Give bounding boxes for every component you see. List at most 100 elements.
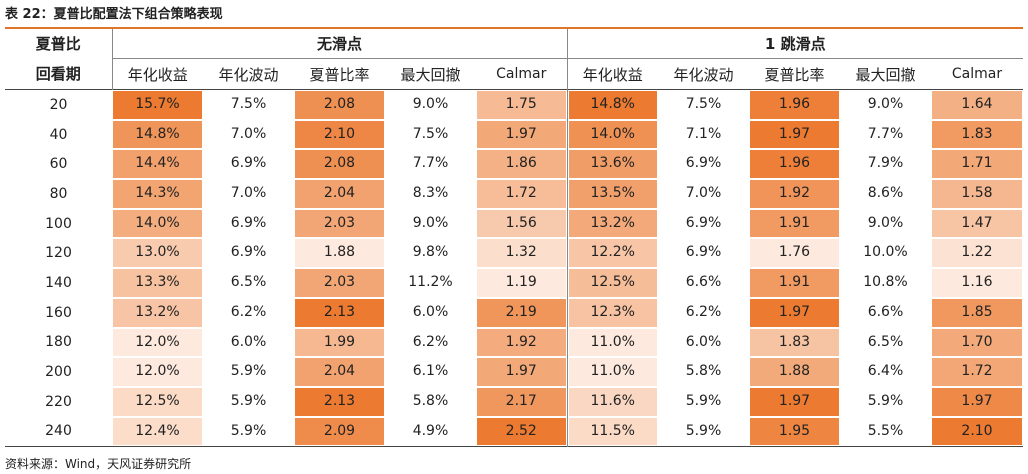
value-cell: 1.92 [476,328,567,358]
lookback-period-cell: 160 [45,304,72,321]
group-header-no-slippage: 无滑点 [111,29,567,59]
value-text: 5.5% [867,422,904,439]
value-cell: 12.0% [112,328,203,358]
value-text: 7.5% [230,96,267,112]
source-note: 资料来源：Wind，天风证券研究所 [5,457,192,471]
value-cell: 10.8% [840,268,931,298]
value-cell: 1.64 [931,90,1023,120]
value-text: 1.96 [750,91,839,119]
value-cell: 1.92 [749,179,840,209]
value-cell: 1.97 [931,387,1023,417]
value-text: 14.4% [113,150,202,179]
table-row: 100 14.0% 6.9% 2.03 9.0% 1.56 13.2% 6.9% 1.91 9.0… [5,208,1023,239]
value-text: 1.97 [932,387,1022,416]
value-cell: 2.13 [294,298,385,328]
value-text: 1.97 [750,387,839,416]
value-text: 1.97 [750,120,839,149]
value-text: 7.7% [867,125,904,142]
value-cell: 1.75 [476,90,567,120]
top-rule [5,27,1023,29]
value-text: 1.97 [477,358,566,386]
value-text: 13.2% [568,209,657,238]
value-text: 5.8% [685,363,722,380]
value-text: 2.03 [295,269,384,297]
value-text: 2.17 [477,387,566,416]
value-text: 1.32 [477,239,566,268]
value-cell: 1.22 [931,238,1023,268]
value-text: 6.0% [230,333,267,350]
value-text: 2.04 [295,180,384,208]
value-text: 9.0% [867,96,904,112]
lookback-period-cell: 20 [49,96,68,113]
value-cell: 1.91 [749,268,840,298]
col-header: 最大回撤 [855,65,916,84]
table-row: 80 14.3% 7.0% 2.04 8.3% 1.72 13.5% 7.0% 1.92 8.6%… [5,179,1023,209]
value-cell: 2.08 [294,149,385,179]
value-cell: 6.2% [658,298,749,328]
value-text: 5.9% [230,363,267,380]
value-cell: 7.0% [658,179,749,209]
value-cell: 13.0% [112,238,203,268]
value-cell: 8.3% [385,179,476,209]
value-cell: 1.97 [476,357,567,387]
value-cell: 12.3% [566,297,658,328]
value-cell: 5.9% [203,387,294,417]
value-text: 9.0% [867,214,904,231]
header-row-columns: 回看期 年化收益 年化波动 夏普比率 最大回撤 Calmar 年化收益 年化波动… [5,58,1023,90]
value-cell: 1.72 [476,179,567,209]
value-cell: 1.97 [749,387,840,417]
col-header: 最大回撤 [400,65,461,84]
value-text: 1.96 [750,150,839,179]
value-text: 2.52 [477,417,566,446]
value-text: 13.6% [568,150,657,179]
value-text: 2.13 [295,387,384,416]
col-header: 夏普比率 [309,65,370,84]
value-cell: 14.0% [112,209,203,239]
value-text: 1.88 [295,239,384,268]
value-cell: 2.17 [476,387,567,417]
value-text: 14.3% [113,180,202,208]
value-cell: 6.0% [658,328,749,358]
value-cell: 6.2% [203,298,294,328]
value-text: 6.2% [230,303,267,320]
value-text: 1.88 [750,358,839,386]
col-header: 年化收益 [111,58,203,90]
value-cell: 6.9% [203,149,294,179]
value-cell: 7.1% [658,120,749,150]
value-cell: 1.85 [931,298,1023,328]
value-text: 2.08 [295,150,384,179]
value-cell: 13.3% [112,268,203,298]
value-text: 13.3% [113,269,202,297]
value-cell: 1.83 [931,120,1023,150]
value-cell: 12.0% [112,357,203,387]
value-cell: 1.97 [476,120,567,150]
value-text: 7.9% [867,155,904,172]
lookback-period-cell: 220 [45,393,72,410]
value-text: 6.0% [412,303,449,320]
lookback-period-cell: 100 [45,215,72,232]
value-text: 9.0% [412,214,449,231]
value-cell: 6.9% [658,209,749,239]
value-cell: 4.9% [385,417,476,447]
value-cell: 7.5% [658,90,749,120]
value-cell: 6.9% [658,238,749,268]
value-cell: 5.9% [658,387,749,417]
value-text: 7.0% [230,125,267,142]
value-cell: 6.2% [385,328,476,358]
value-text: 2.03 [295,209,384,238]
value-cell: 2.03 [294,268,385,298]
value-cell: 7.7% [385,149,476,179]
value-cell: 2.10 [931,417,1023,447]
lookback-period-cell: 40 [49,126,68,143]
value-cell: 1.99 [294,328,385,358]
value-cell: 1.95 [749,417,840,447]
value-cell: 11.6% [566,386,658,417]
value-text: 13.5% [568,180,657,208]
value-cell: 9.8% [385,238,476,268]
lookback-period-cell: 120 [45,245,72,262]
value-text: 14.8% [113,120,202,149]
value-text: 1.92 [750,180,839,208]
value-cell: 6.9% [203,238,294,268]
value-cell: 9.0% [385,90,476,120]
value-text: 13.2% [113,298,202,327]
